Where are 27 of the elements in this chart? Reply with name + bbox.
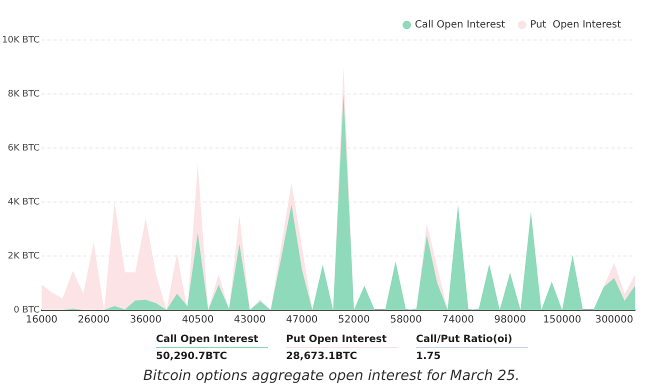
x-tick-label: 58000 bbox=[390, 314, 422, 326]
legend-label: Put Open Interest bbox=[530, 20, 622, 31]
text: Call Open Interest bbox=[156, 334, 268, 348]
x-tick-label: 16000 bbox=[26, 314, 58, 326]
x-tick-label: 300000 bbox=[595, 314, 634, 326]
text: 50,290.7BTC bbox=[156, 350, 228, 362]
x-tick-label: 98000 bbox=[494, 314, 526, 326]
y-tick-label: 2K BTC bbox=[8, 251, 40, 262]
text: 1.75 bbox=[416, 350, 442, 362]
x-tick-label: 43000 bbox=[234, 314, 266, 326]
y-tick-label: 0 BTC bbox=[14, 305, 40, 316]
x-tick-label: 150000 bbox=[543, 314, 582, 326]
x-tick-label: 36000 bbox=[130, 314, 162, 326]
text: Call/Put Ratio(oi) bbox=[416, 334, 528, 348]
text: Put Open Interest bbox=[286, 334, 398, 348]
x-tick-label: 26000 bbox=[78, 314, 110, 326]
x-tick-label: 52000 bbox=[338, 314, 370, 326]
x-tick-label: 47000 bbox=[286, 314, 318, 326]
text: 28,673.1BTC bbox=[286, 350, 358, 362]
y-tick-label: 8K BTC bbox=[8, 89, 40, 100]
legend-label: Call Open Interest bbox=[414, 20, 506, 31]
x-tick-label: 40500 bbox=[182, 314, 214, 326]
text: Bitcoin options aggregate open interest for March 25. bbox=[142, 368, 521, 384]
x-tick-label: 74000 bbox=[442, 314, 474, 326]
y-tick-label: 6K BTC bbox=[8, 143, 40, 154]
y-tick-label: 10K BTC bbox=[2, 35, 40, 46]
y-tick-label: 4K BTC bbox=[8, 197, 40, 208]
